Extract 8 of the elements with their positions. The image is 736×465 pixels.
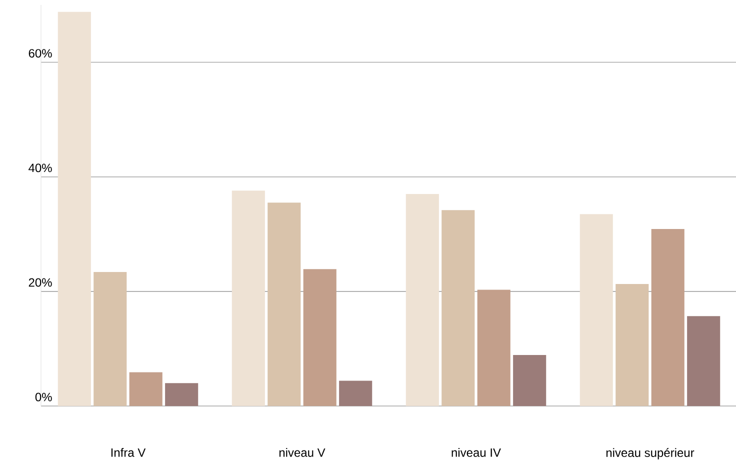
y-tick-label: 0% — [35, 392, 52, 402]
x-tick-label: niveau V — [279, 448, 326, 457]
y-tick-label: 20% — [28, 278, 52, 287]
x-tick-label: niveau IV — [452, 448, 501, 457]
x-tick-label: niveau supérieur — [606, 448, 694, 460]
y-tick-label: 60% — [28, 49, 52, 58]
x-tick-label: Infra V — [111, 448, 146, 457]
y-tick-label: 40% — [28, 164, 52, 172]
